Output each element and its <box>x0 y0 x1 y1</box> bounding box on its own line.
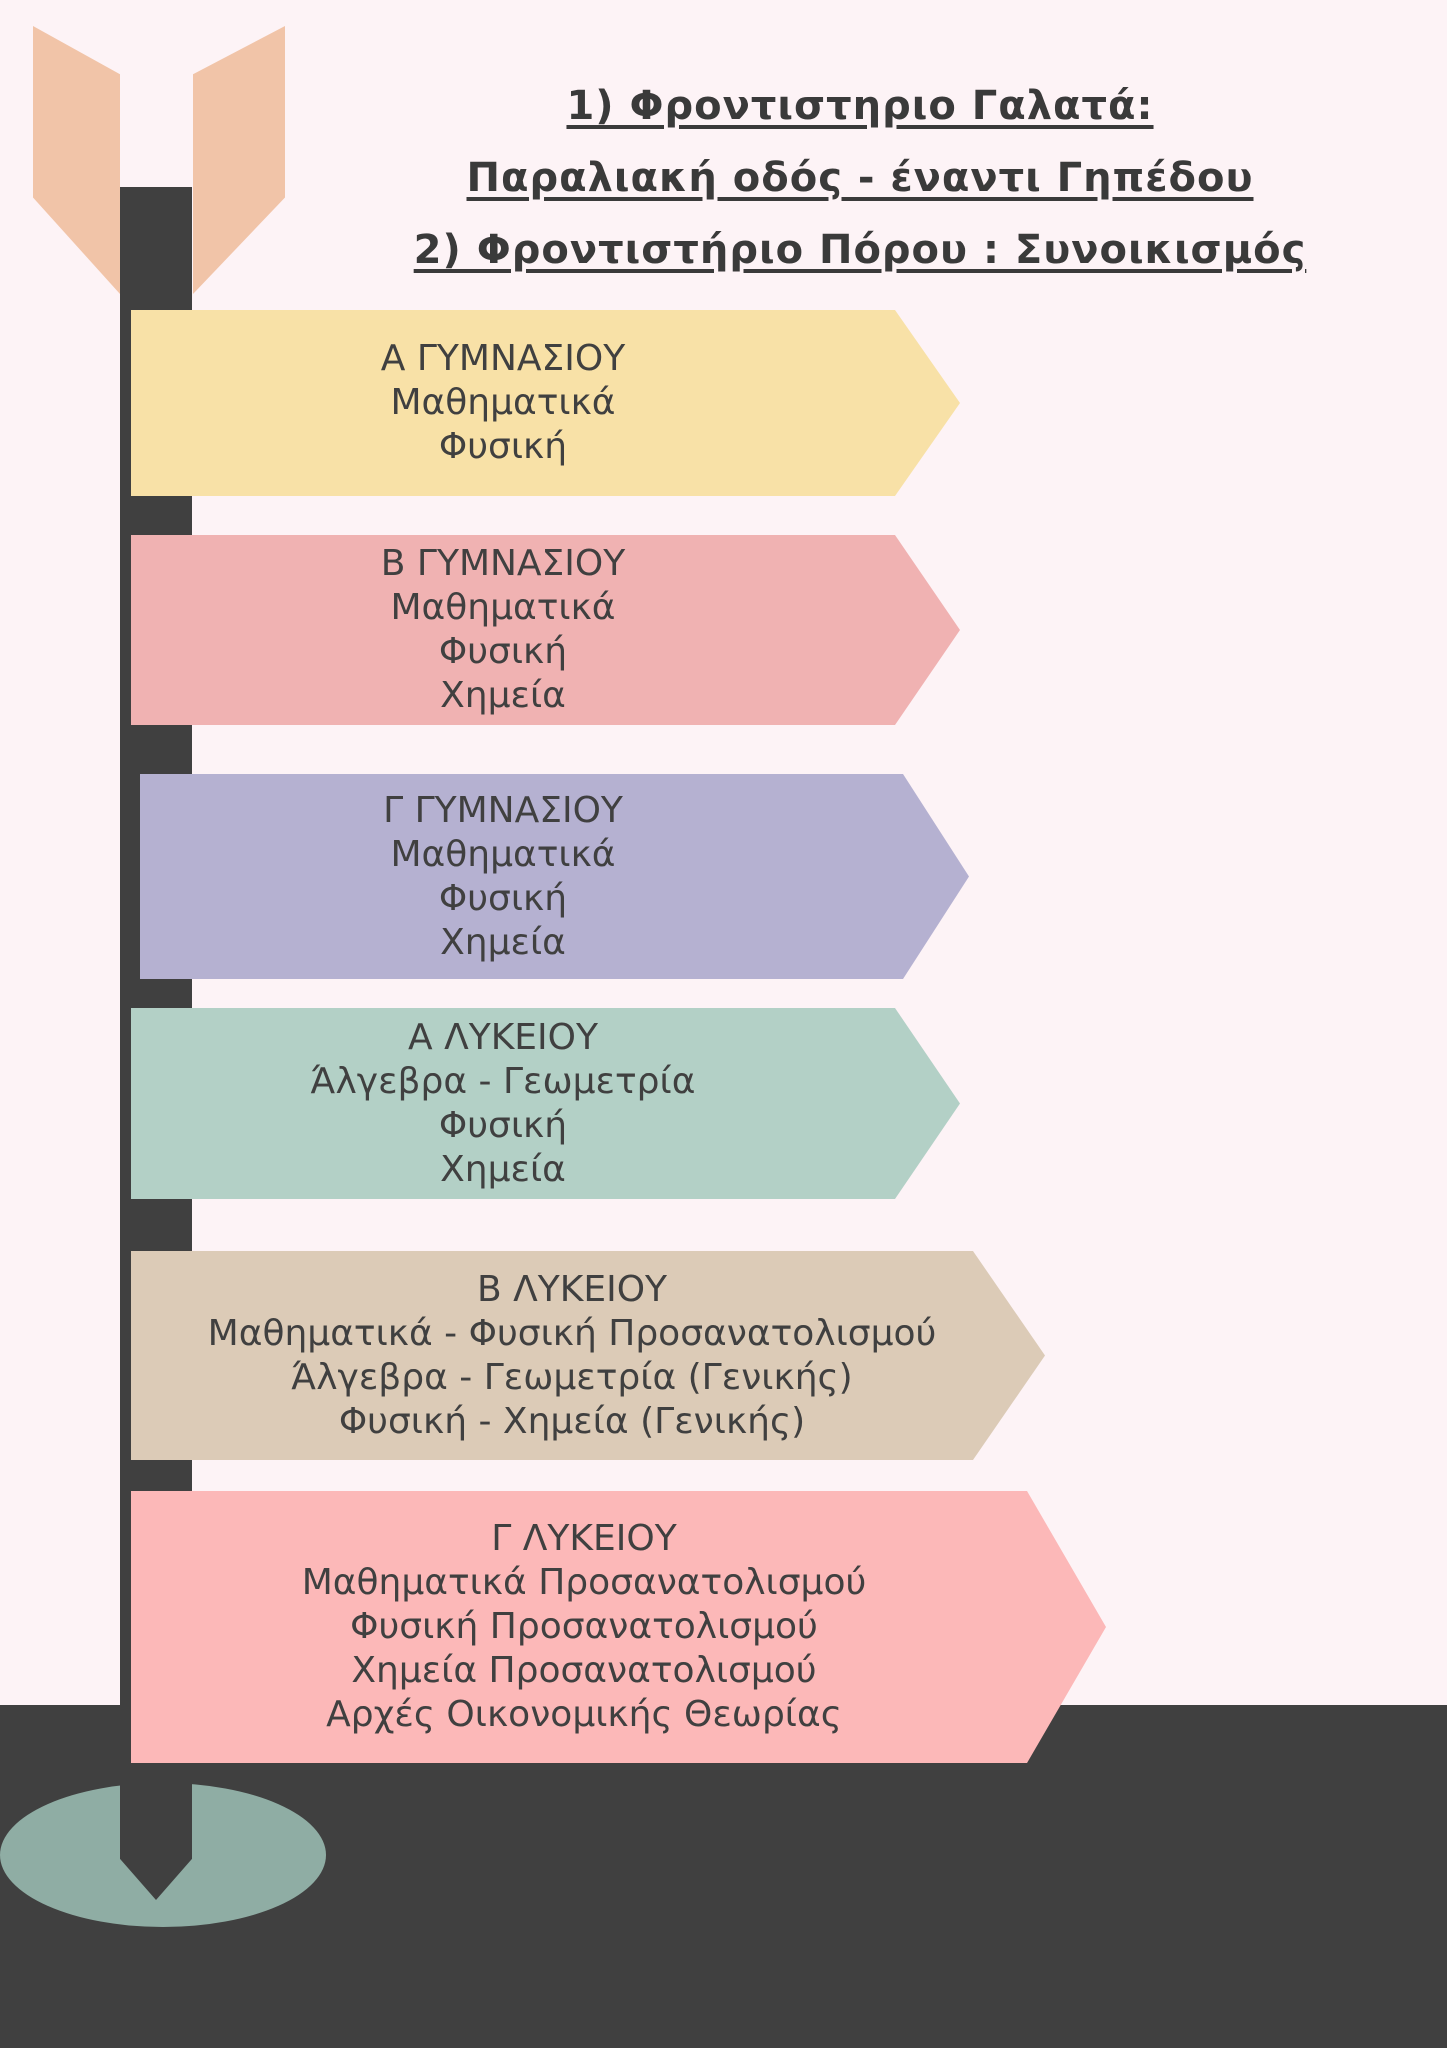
pole-top-flag-right <box>193 26 285 294</box>
sign-subject: Φυσική <box>438 1104 568 1146</box>
sign-g-gymnasiou: Γ ΓΥΜΝΑΣΙΟΥ Μαθηματικά Φυσική Χημεία <box>140 774 969 979</box>
sign-subject: Μαθηματικά <box>390 382 616 423</box>
sign-subject: Φυσική <box>438 877 568 919</box>
sign-subject: Μαθηματικά <box>390 833 616 875</box>
sign-subject: Χημεία Προσανατολισμού <box>351 1650 817 1691</box>
sign-heading: Α ΓΥΜΝΑΣΙΟΥ <box>380 338 626 379</box>
sign-subject: Άλγεβρα - Γεωμετρία (Γενικής) <box>291 1356 853 1398</box>
sign-heading: Β ΓΥΜΝΑΣΙΟΥ <box>380 543 626 584</box>
title-line: 1) Φροντιστηριο Γαλατά: <box>566 83 1154 129</box>
sign-b-gymnasiou: Β ΓΥΜΝΑΣΙΟΥ Μαθηματικά Φυσική Χημεία <box>131 535 960 725</box>
sign-subject: Μαθηματικά Προσανατολισμού <box>301 1562 867 1603</box>
title-line: Παραλιακή οδός - έναντι Γηπέδου <box>466 155 1254 201</box>
title-line: 2) Φροντιστήριο Πόρου : Συνοικισμός <box>413 227 1307 273</box>
sign-subject: Χημεία <box>440 1148 566 1190</box>
sign-subject: Χημεία <box>440 921 566 963</box>
sign-g-lykeiou: Γ ΛΥΚΕΙΟΥ Μαθηματικά Προσανατολισμού Φυσικ… <box>131 1491 1106 1763</box>
sign-subject: Αρχές Οικονομικής Θεωρίας <box>326 1694 842 1735</box>
title: 1) Φροντιστηριο Γαλατά: Παραλιακή οδός -… <box>300 70 1420 286</box>
sign-subject: Φυσική - Χημεία (Γενικής) <box>338 1400 806 1442</box>
sign-subject: Φυσική Προσανατολισμού <box>350 1606 818 1647</box>
sign-subject: Χημεία <box>440 675 566 716</box>
sign-heading: Γ ΓΥΜΝΑΣΙΟΥ <box>383 789 623 831</box>
sign-subject: Άλγεβρα - Γεωμετρία <box>310 1060 696 1102</box>
sign-subject: Μαθηματικά <box>390 587 616 628</box>
sign-heading: Γ ΛΥΚΕΙΟΥ <box>491 1518 677 1559</box>
sign-subject: Μαθηματικά - Φυσική Προσανατολισμού <box>207 1312 937 1354</box>
sign-b-lykeiou: Β ΛΥΚΕΙΟΥ Μαθηματικά - Φυσική Προσανατολι… <box>131 1251 1045 1460</box>
pole-top-flag-left <box>33 26 120 294</box>
sign-a-gymnasiou: Α ΓΥΜΝΑΣΙΟΥ Μαθηματικά Φυσική <box>131 310 960 496</box>
sign-heading: Α ΛΥΚΕΙΟΥ <box>408 1016 598 1058</box>
sign-subject: Φυσική <box>438 426 568 467</box>
sign-heading: Β ΛΥΚΕΙΟΥ <box>476 1268 668 1310</box>
sign-a-lykeiou: Α ΛΥΚΕΙΟΥ Άλγεβρα - Γεωμετρία Φυσική Χημεία <box>131 1008 960 1199</box>
sign-subject: Φυσική <box>438 631 568 672</box>
